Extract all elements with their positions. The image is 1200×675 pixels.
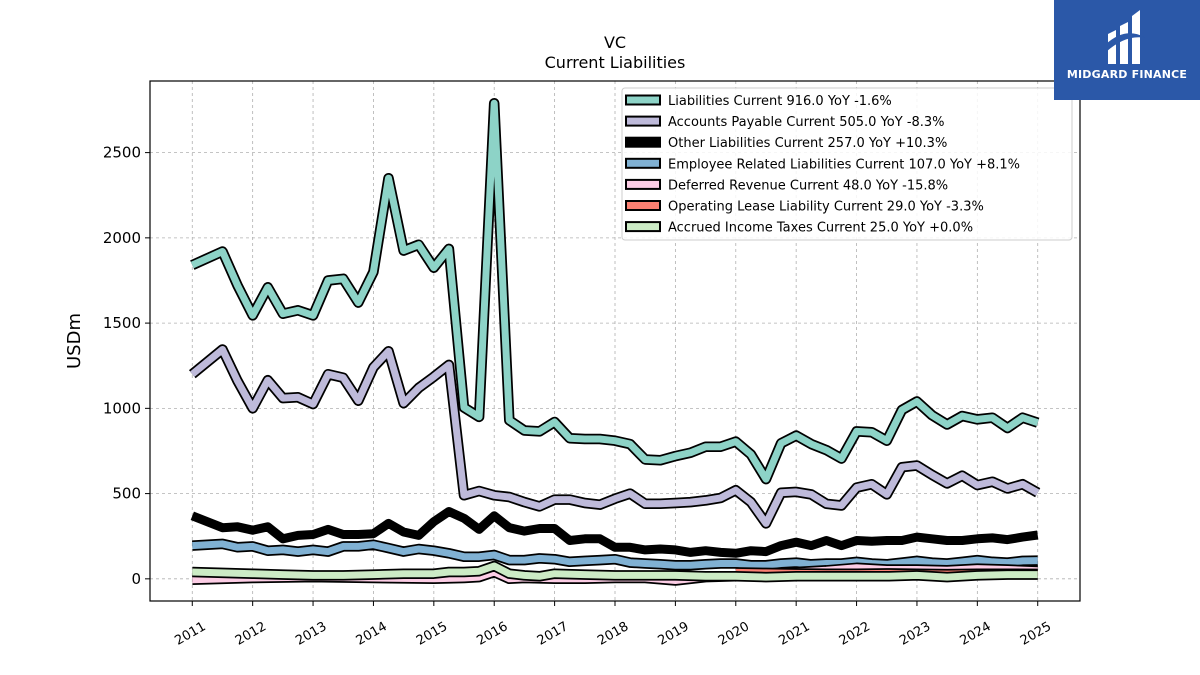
legend-label: Employee Related Liabilities Current 107…	[668, 157, 1020, 172]
legend-label: Accounts Payable Current 505.0 YoY -8.3%	[668, 115, 945, 130]
x-tick-label: 2011	[172, 619, 208, 649]
legend-box	[621, 87, 1073, 241]
series-path	[192, 540, 1038, 569]
series-line	[192, 538, 1038, 571]
x-tick-label: 2019	[656, 619, 692, 649]
series-path	[192, 562, 1038, 581]
x-tick-label: 2017	[535, 619, 571, 649]
series-path	[190, 507, 1039, 558]
logo-text: MIDGARD FINANCE	[1066, 68, 1188, 81]
y-tick-label: 0	[131, 570, 141, 588]
x-tick-label: 2024	[958, 619, 994, 649]
legend-label: Liabilities Current 916.0 YoY -1.6%	[668, 94, 892, 109]
series-line	[188, 344, 1041, 529]
legend-swatch	[625, 178, 661, 190]
y-tick-label: 1500	[103, 314, 141, 332]
legend-swatch	[625, 157, 661, 169]
y-axis-label: USDm	[64, 313, 85, 369]
legend-swatch	[625, 136, 661, 148]
x-tick-label: 2022	[837, 619, 873, 649]
y-tick-label: 2000	[103, 229, 141, 247]
legend-swatch	[625, 94, 661, 106]
x-tick-label: 2015	[414, 619, 450, 649]
x-tick-label: 2012	[233, 619, 269, 649]
x-tick-label: 2014	[354, 619, 390, 649]
legend-swatch	[625, 200, 661, 211]
series-path	[190, 99, 1039, 483]
legend-label: Deferred Revenue Current 48.0 YoY -15.8%	[668, 178, 948, 193]
y-tick-label: 1000	[103, 399, 141, 417]
grid	[150, 81, 1080, 601]
legend-label: Accrued Income Taxes Current 25.0 YoY +0…	[668, 221, 973, 236]
series-layer	[188, 97, 1041, 586]
x-tick-label: 2013	[293, 619, 329, 649]
x-tick-label: 2023	[897, 619, 933, 649]
legend-label: Other Liabilities Current 257.0 YoY +10.…	[668, 136, 947, 151]
series-line	[190, 97, 1040, 485]
legend-swatch	[625, 115, 661, 127]
series-line	[190, 507, 1039, 558]
chart-subtitle: Current Liabilities	[545, 53, 686, 72]
legend-label: Operating Lease Liability Current 29.0 Y…	[668, 200, 984, 215]
x-tick-label: 2021	[776, 619, 812, 649]
x-tick-label: 2020	[716, 619, 752, 649]
x-tick-label: 2016	[474, 619, 510, 649]
legend-swatch	[625, 221, 661, 233]
x-tick-label: 2018	[595, 619, 631, 649]
y-tick-label: 2500	[103, 144, 141, 162]
x-tick-label: 2025	[1018, 619, 1054, 649]
midgard-finance-logo: MIDGARD FINANCE	[1054, 0, 1200, 100]
legend: Liabilities Current 916.0 YoY -1.6% Accou…	[621, 87, 1073, 241]
series-line	[192, 560, 1038, 583]
y-tick-label: 500	[112, 485, 141, 503]
chart-title: VC	[604, 33, 626, 52]
logo-mark-icon	[1106, 10, 1146, 64]
series-path	[190, 346, 1040, 527]
